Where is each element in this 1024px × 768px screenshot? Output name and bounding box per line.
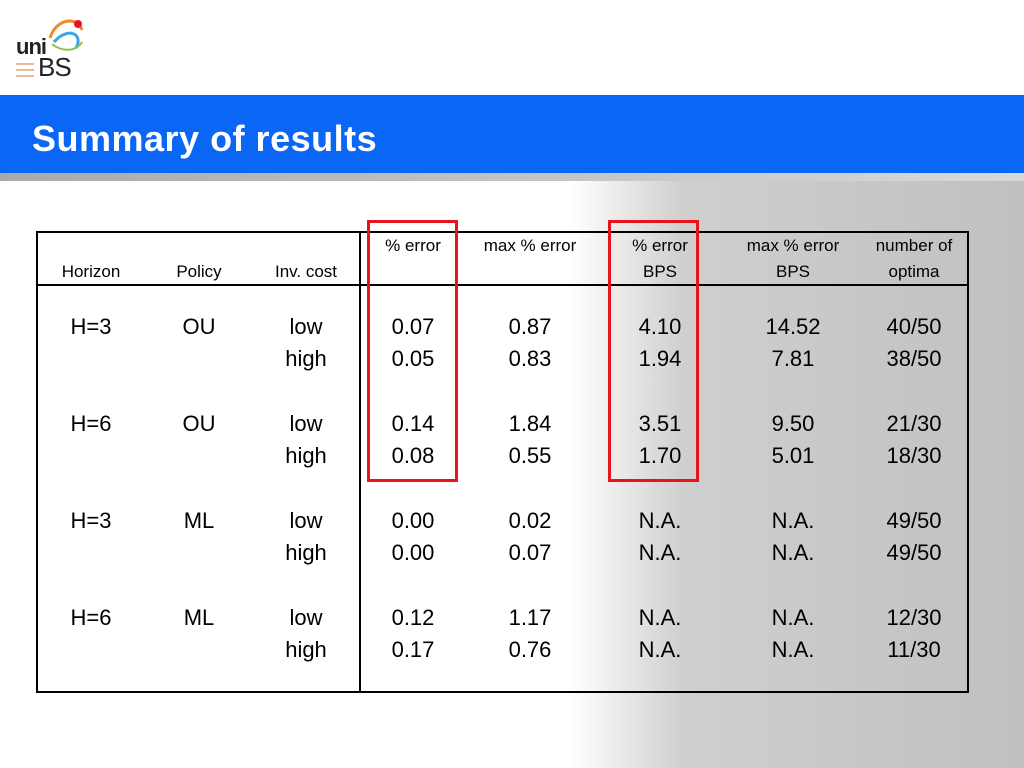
table-cell-r0-c0: H=3 [70,314,112,339]
table-cell-r0-c4: 0.87 [508,314,552,339]
table-cell-r5-c3: 0.00 [391,540,435,565]
logo-swirl-icon [16,19,84,77]
table-cell-r4-c3: 0.00 [391,508,435,533]
table-border-bottom [36,691,969,693]
table-cell-r3-c5: 1.70 [638,443,682,468]
table-cell-r4-c2: low [289,508,323,533]
table-cell-r1-c5: 1.94 [638,346,682,371]
table-cell-r2-c0: H=6 [70,411,112,436]
logo-text-bs: BS [38,52,72,82]
table-cell-r6-c3: 0.12 [391,605,435,630]
header-number-of-optima-line1: number of [875,236,953,255]
table-header-divider [36,284,969,286]
table-cell-r3-c3: 0.08 [391,443,435,468]
header-error-bps-line1: % error [632,236,688,255]
highlight-box-error [367,220,458,482]
table-cell-r1-c4: 0.83 [508,346,552,371]
header-max-error-line1: max % error [483,236,577,255]
table-cell-r2-c3: 0.14 [391,411,435,436]
table-cell-r0-c5: 4.10 [638,314,682,339]
table-cell-r2-c2: low [289,411,323,436]
table-cell-r5-c2: high [285,540,327,565]
table-cell-r5-c7: 49/50 [886,540,942,565]
table-cell-r5-c4: 0.07 [508,540,552,565]
table-cell-r1-c2: high [285,346,327,371]
header-max-error-bps-line2: BPS [775,262,811,281]
table-cell-r7-c3: 0.17 [391,637,435,662]
table-cell-r5-c6: N.A. [771,540,815,565]
table-cell-r0-c2: low [289,314,323,339]
table-cell-r1-c3: 0.05 [391,346,435,371]
header-inv-cost-line2: Inv. cost [274,262,338,281]
table-cell-r2-c6: 9.50 [771,411,815,436]
table-cell-r6-c1: ML [183,605,215,630]
table-cell-r1-c6: 7.81 [771,346,815,371]
table-cell-r2-c1: OU [182,411,216,436]
table-cell-r2-c7: 21/30 [886,411,942,436]
header-error-bps-line2: BPS [642,262,678,281]
table-cell-r4-c1: ML [183,508,215,533]
table-cell-r3-c4: 0.55 [508,443,552,468]
table-cell-r3-c2: high [285,443,327,468]
table-cell-r4-c4: 0.02 [508,508,552,533]
table-cell-r7-c6: N.A. [771,637,815,662]
table-cell-r0-c3: 0.07 [391,314,435,339]
header-error-line1: % error [385,236,441,255]
table-cell-r6-c4: 1.17 [508,605,552,630]
table-cell-r0-c1: OU [182,314,216,339]
table-border-top [36,231,969,233]
table-border-left [36,231,38,693]
table-cell-r4-c5: N.A. [638,508,682,533]
table-cell-r3-c6: 5.01 [771,443,815,468]
header-policy-line2: Policy [176,262,222,281]
table-cell-r6-c0: H=6 [70,605,112,630]
highlight-box-error-bps [608,220,699,482]
header-number-of-optima-line2: optima [888,262,940,281]
background-gradient-panel [570,178,1024,768]
logo-text-uni: uni [16,34,47,59]
table-cell-r4-c7: 49/50 [886,508,942,533]
table-cell-r7-c7: 11/30 [887,637,941,662]
table-cell-r6-c5: N.A. [638,605,682,630]
table-cell-r6-c7: 12/30 [886,605,942,630]
table-cell-r5-c5: N.A. [638,540,682,565]
unibs-logo: uni BS [12,12,92,84]
title-bar-shadow [0,173,1024,181]
header-horizon-line2: Horizon [61,262,121,281]
header-max-error-bps-line1: max % error [746,236,840,255]
page-title: Summary of results [32,118,378,159]
table-cell-r7-c5: N.A. [638,637,682,662]
table-cell-r1-c7: 38/50 [886,346,942,371]
table-cell-r2-c4: 1.84 [508,411,552,436]
table-cell-r4-c0: H=3 [70,508,112,533]
table-cell-r6-c6: N.A. [771,605,815,630]
table-cell-r4-c6: N.A. [771,508,815,533]
table-cell-r7-c4: 0.76 [508,637,552,662]
table-cell-r0-c7: 40/50 [886,314,942,339]
title-bar [0,95,1024,173]
table-border-right [967,231,969,693]
table-cell-r3-c7: 18/30 [886,443,942,468]
table-column-divider [359,231,361,693]
table-cell-r7-c2: high [285,637,327,662]
table-cell-r6-c2: low [289,605,323,630]
table-cell-r0-c6: 14.52 [765,314,821,339]
table-cell-r2-c5: 3.51 [638,411,682,436]
